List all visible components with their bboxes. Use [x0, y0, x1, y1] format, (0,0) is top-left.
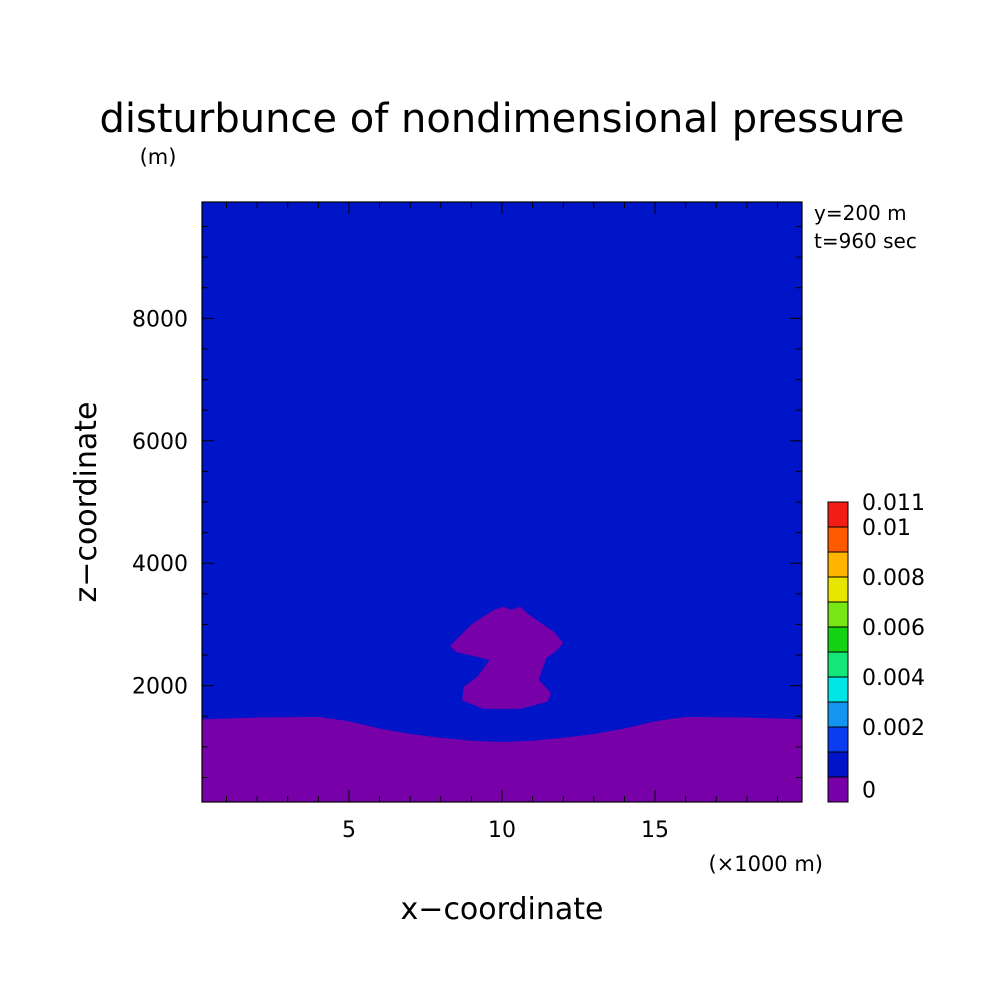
plot-background-level [202, 202, 802, 802]
colorbar-swatch [827, 776, 849, 803]
contour-region-surface-negative-layer [202, 716, 802, 802]
y-tick-label: 6000 [132, 430, 188, 455]
colorbar-label: 0.004 [862, 666, 925, 691]
colorbar-swatch [827, 701, 849, 728]
colorbar-swatch [827, 726, 849, 753]
y-unit-label: (m) [140, 145, 177, 169]
colorbar-label: 0 [862, 779, 876, 804]
contour-regions [202, 606, 802, 802]
colorbar-label: 0.01 [862, 516, 911, 541]
y-tick-label: 8000 [132, 307, 188, 332]
y-tick-label: 4000 [132, 552, 188, 577]
colorbar-swatch [827, 501, 849, 528]
colorbar-swatch [827, 651, 849, 678]
colorbar-swatch [827, 751, 849, 778]
chart-title: disturbunce of nondimensional pressure [100, 96, 905, 142]
contour-region-thermal-bubble-negative-region [450, 606, 564, 709]
colorbar-label: 0.006 [862, 616, 925, 641]
annotation-y-position: y=200 m [814, 201, 907, 225]
colorbar-swatch [827, 626, 849, 653]
colorbar-swatch [827, 676, 849, 703]
x-axis-label: x−coordinate [401, 892, 604, 927]
y-axis-label: z−coordinate [69, 402, 104, 603]
y-tick-label: 2000 [132, 675, 188, 700]
colorbar-label: 0.002 [862, 716, 925, 741]
plot-area [201, 201, 803, 803]
colorbar-swatch [827, 601, 849, 628]
colorbar-label: 0.011 [862, 491, 925, 516]
colorbar-swatch [827, 526, 849, 553]
plot-frame [201, 201, 803, 803]
x-unit-label: (×1000 m) [708, 852, 823, 876]
axis-ticks [202, 202, 802, 802]
colorbar-label: 0.008 [862, 566, 925, 591]
x-tick-labels: 5 10 15 [342, 818, 669, 843]
annotation-time: t=960 sec [814, 229, 917, 253]
colorbar-swatch [827, 551, 849, 578]
x-tick-label: 10 [488, 818, 516, 843]
colorbar-swatch [827, 576, 849, 603]
x-tick-label: 15 [641, 818, 669, 843]
y-tick-labels: 2000 4000 6000 8000 [132, 307, 188, 699]
x-tick-label: 5 [342, 818, 356, 843]
